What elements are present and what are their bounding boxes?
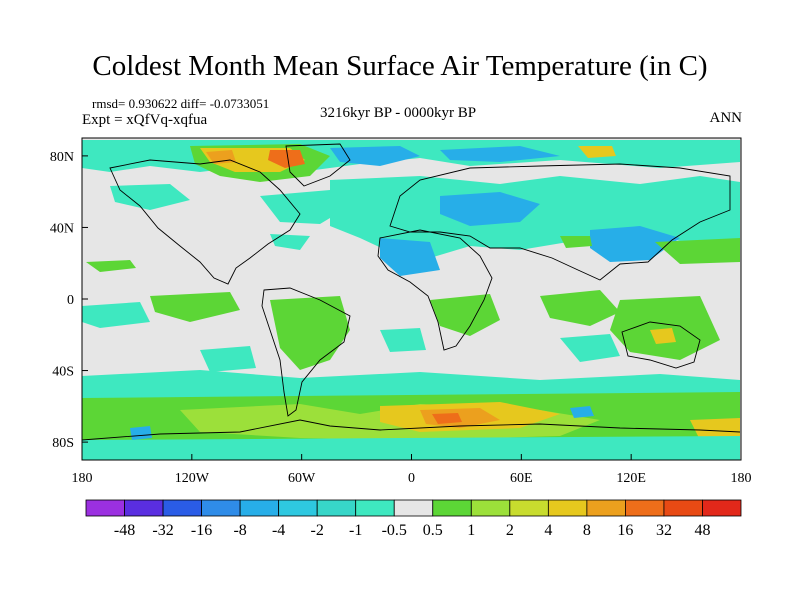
colorbar-label: 16 (617, 522, 633, 539)
lat-tick-label: 80S (52, 436, 74, 451)
map-field (82, 138, 741, 460)
coastline-greenland (285, 143, 351, 187)
lat-tick-label: 40N (50, 221, 74, 236)
coastline-north-america (109, 159, 301, 285)
colorbar-swatch (393, 499, 434, 517)
lon-tick-label: 180 (731, 471, 752, 486)
experiment-text: Expt = xQfVq-xqfua (82, 112, 208, 128)
colorbar-label: -1 (349, 522, 362, 539)
stats-text: rmsd= 0.930622 diff= -0.0733051 (92, 96, 270, 111)
colorbar-swatch (663, 499, 703, 517)
colorbar-label: 48 (694, 522, 710, 539)
anomaly-region (270, 234, 310, 250)
anomaly-region (690, 418, 740, 440)
colorbar-label: 2 (506, 522, 514, 539)
colorbar-label: -2 (311, 522, 324, 539)
colorbar-label: 1 (467, 522, 475, 539)
lat-tick-label: 40S (52, 365, 74, 380)
lon-tick-label: 180 (72, 471, 93, 486)
anomaly-region (150, 292, 240, 322)
anomaly-region (380, 238, 440, 276)
anomaly-region (130, 426, 152, 440)
anomaly-region (560, 236, 592, 248)
anomaly-region (610, 296, 720, 360)
anomaly-region (82, 436, 740, 460)
lon-tick-label: 60E (510, 471, 533, 486)
colorbar-swatch (201, 499, 241, 517)
lon-tick-label: 120E (616, 471, 646, 486)
colorbar-swatch (85, 499, 125, 517)
colorbar-swatch (278, 499, 318, 517)
anomaly-region (440, 192, 540, 226)
lat-tick-label: 80N (50, 150, 74, 165)
anomaly-region (560, 334, 620, 362)
lon-tick-label: 120W (175, 471, 210, 486)
anomaly-region (110, 184, 190, 210)
coastlines (82, 143, 741, 441)
anomaly-region (432, 413, 462, 424)
colorbar-swatch (355, 499, 395, 517)
anomaly-region (655, 238, 740, 264)
colorbar-label: -8 (233, 522, 246, 539)
colorbar-swatch (432, 499, 472, 517)
coastline-antarctica (82, 419, 741, 441)
anomaly-region (650, 328, 676, 344)
longitude-axis: 180 120W 60W 0 60E 120E 180 (72, 454, 752, 486)
colorbar-label: -48 (114, 522, 135, 539)
anomaly-region (578, 146, 616, 158)
lat-tick-label: 0 (67, 293, 74, 308)
colorbar-swatch (162, 499, 202, 517)
anomaly-region (540, 290, 620, 326)
anomaly-region (440, 146, 560, 162)
colorbar-swatch (239, 499, 280, 517)
anomaly-region (82, 302, 150, 328)
colorbar-swatch (509, 499, 549, 517)
colorbar-label: 8 (583, 522, 591, 539)
period-text: 3216kyr BP - 0000kyr BP (320, 105, 477, 121)
colorbar-label: -4 (272, 522, 285, 539)
colorbar-label: 0.5 (423, 522, 443, 539)
colorbar-swatch (316, 499, 357, 517)
chart-title: Coldest Month Mean Surface Air Temperatu… (92, 50, 708, 82)
colorbar-swatch (702, 499, 742, 517)
colorbar-label: -0.5 (382, 522, 407, 539)
anomaly-region (380, 328, 426, 352)
colorbar-label: -32 (152, 522, 173, 539)
coastline-south-america (261, 287, 351, 417)
colorbar-swatch (124, 499, 164, 517)
coastline-africa (377, 229, 493, 351)
colorbar-swatch (625, 499, 665, 517)
anomaly-region (268, 150, 305, 168)
colorbar-swatch (547, 499, 588, 517)
coastline-australia (621, 321, 701, 369)
latitude-axis: 80N 40N 0 40S 80S (50, 150, 88, 451)
colorbar: -48 -32 -16 -8 -4 -2 -1 -0.5 0.5 1 2 4 8 16 32 48 (85, 499, 742, 539)
anomaly-region (330, 146, 420, 166)
coastline-eurasia (389, 163, 731, 281)
lon-tick-label: 60W (288, 471, 316, 486)
anomaly-region (270, 296, 350, 370)
anomaly-region (200, 346, 256, 372)
season-label: ANN (709, 110, 743, 126)
colorbar-label: -16 (191, 522, 212, 539)
lon-tick-label: 0 (408, 471, 415, 486)
colorbar-label: 4 (544, 522, 552, 539)
colorbar-swatch (470, 499, 511, 517)
anomaly-region (430, 294, 500, 336)
colorbar-label: 32 (656, 522, 672, 539)
anomaly-region (260, 190, 350, 224)
anomaly-region (570, 406, 594, 418)
anomaly-region (86, 260, 136, 272)
colorbar-swatch (586, 499, 626, 517)
